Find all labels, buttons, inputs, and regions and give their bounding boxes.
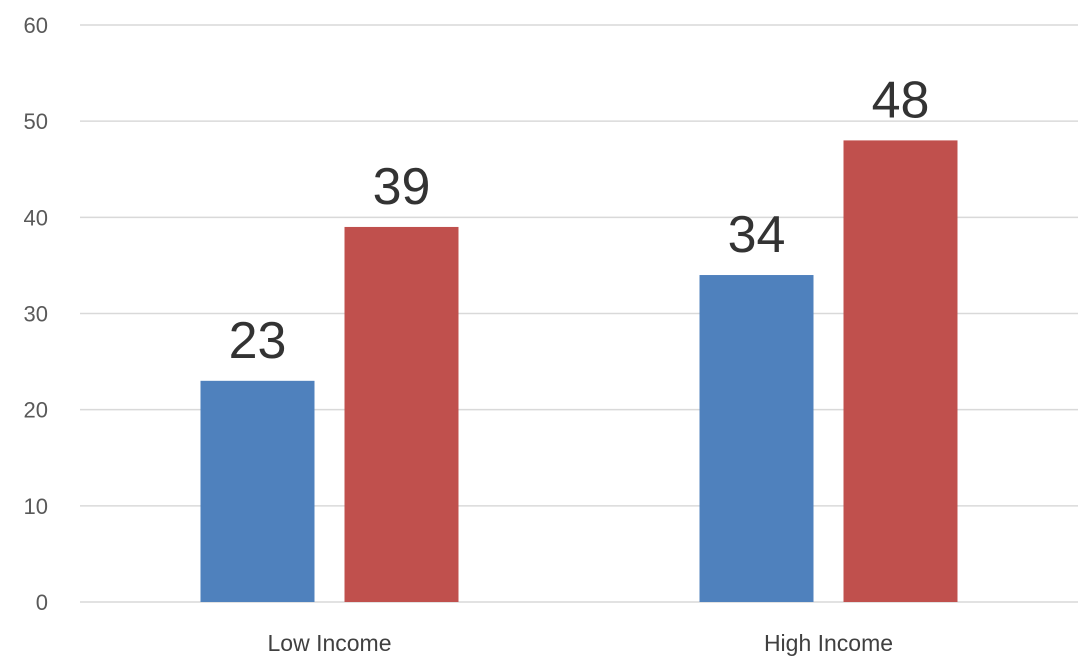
bar-series-2-high-income (843, 140, 958, 602)
y-tick-label: 30 (24, 302, 48, 327)
x-category-label: High Income (764, 630, 893, 656)
data-label: 23 (229, 312, 287, 370)
x-axis-category-labels: Low Income High Income (267, 630, 893, 656)
x-category-label: Low Income (267, 630, 391, 656)
bar-series-1-high-income (699, 275, 814, 602)
y-tick-label: 10 (24, 494, 48, 519)
y-tick-label: 0 (36, 590, 48, 615)
bar-series-2-low-income (344, 226, 459, 602)
y-tick-label: 60 (24, 13, 48, 38)
data-label: 34 (728, 206, 786, 264)
data-label: 48 (872, 71, 930, 129)
bar-series-1-low-income (200, 380, 315, 602)
y-tick-label: 40 (24, 205, 48, 230)
y-axis-tick-labels: 0 10 20 30 40 50 60 (24, 13, 48, 615)
data-labels: 23 39 34 48 (229, 71, 930, 369)
y-tick-label: 50 (24, 109, 48, 134)
y-tick-label: 20 (24, 398, 48, 423)
bars (200, 140, 958, 602)
data-label: 39 (373, 158, 431, 216)
